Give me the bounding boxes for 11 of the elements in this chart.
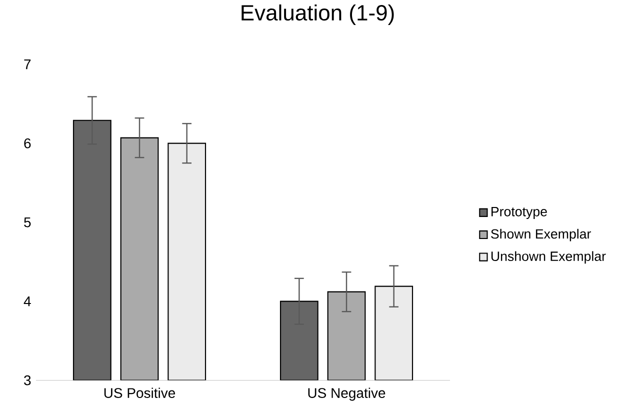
y-tick-label: 5 <box>24 217 31 228</box>
legend-label: Unshown Exemplar <box>491 251 606 264</box>
y-tick-label: 6 <box>24 138 31 148</box>
legend-label: Shown Exemplar <box>491 228 591 242</box>
x-tick-label: US Negative <box>308 388 386 401</box>
chart-title: Evaluation (1-9) <box>242 4 394 25</box>
legend-label: Prototype <box>492 206 547 219</box>
y-tick-label: 3 <box>24 375 31 386</box>
y-tick-label: 7 <box>24 59 31 69</box>
x-tick-label: US Positive <box>104 388 176 398</box>
y-tick-label: 4 <box>24 296 31 306</box>
